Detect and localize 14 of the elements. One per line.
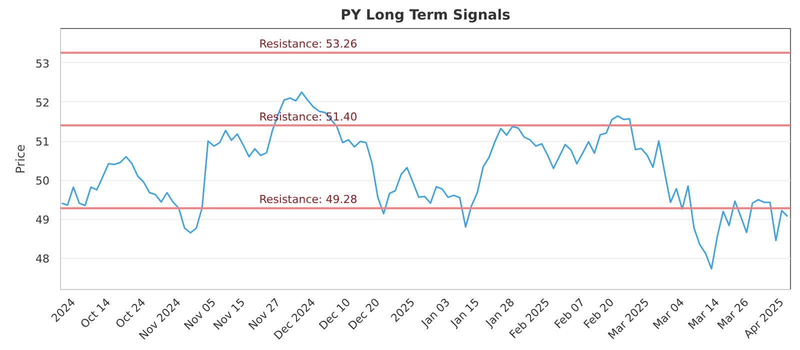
- ref-line-label: Resistance: 53.26: [259, 38, 358, 51]
- x-tick-label: Mar 04: [650, 296, 687, 332]
- y-tick-label: 51: [36, 136, 50, 149]
- y-axis-title: Price: [14, 144, 28, 174]
- line-series: [60, 91, 788, 270]
- y-tick-label: 53: [36, 57, 50, 70]
- y-tick-label: 49: [36, 214, 50, 227]
- y-tick-label: 48: [36, 252, 50, 266]
- ref-line-label: Resistance: 49.28: [259, 193, 358, 206]
- y-tick-label: 52: [36, 96, 50, 110]
- x-tick-label: Jan 15: [448, 296, 482, 330]
- chart-title: PY Long Term Signals: [340, 8, 510, 24]
- y-tick-label: 50: [36, 174, 50, 188]
- x-tick-label: Oct 14: [78, 296, 114, 331]
